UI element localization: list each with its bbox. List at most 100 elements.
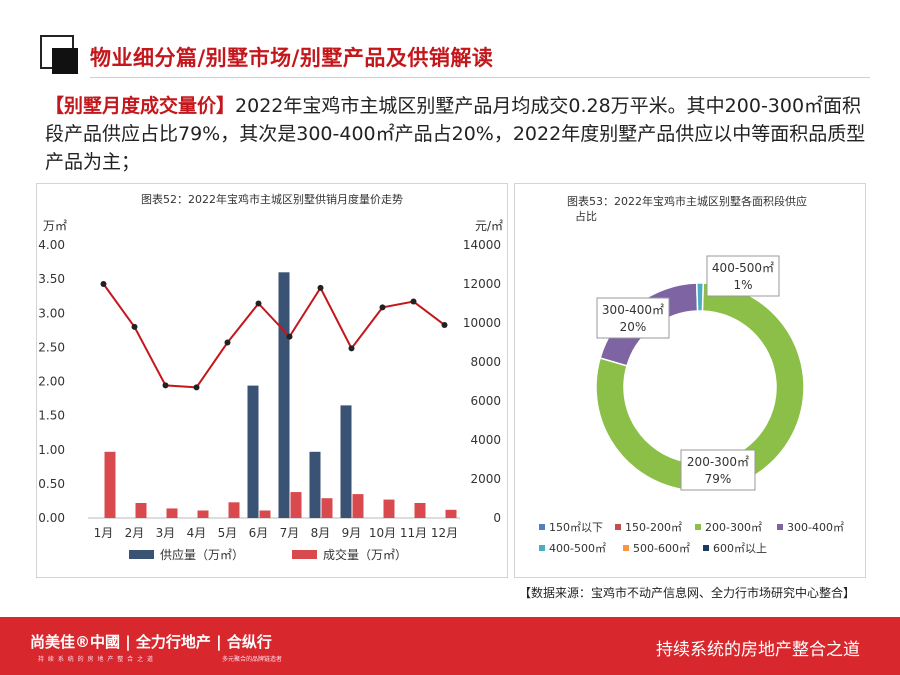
combo-chart-panel: 图表52：2022年宝鸡市主城区别墅供销月度量价走势万㎡ 元/㎡ 0.00 0.50 1… [36, 183, 508, 578]
legend-swatch [539, 524, 545, 530]
footer-brand-tagline: 持 续 系 统 的 房 地 产 整 合 之 道 [38, 656, 154, 663]
y-left-tick-label: 4.00 [38, 238, 65, 252]
y-right-tick-label: 2000 [470, 472, 501, 486]
legend-swatch [703, 545, 709, 551]
supply-bar [309, 451, 321, 518]
x-tick-label: 6月 [249, 526, 269, 540]
y-right-tick-label: 0 [493, 511, 501, 525]
x-tick-label: 10月 [369, 526, 396, 540]
x-tick-label: 4月 [187, 526, 207, 540]
legend-label: 400-500㎡ [549, 542, 606, 555]
legend-swatch [129, 550, 154, 559]
legend-swatch [777, 524, 783, 530]
price-point [379, 304, 386, 311]
y-left-tick-label: 3.50 [38, 272, 65, 286]
legend-swatch [695, 524, 701, 530]
y-right-tick-label: 4000 [470, 433, 501, 447]
intro-text: 2022年宝鸡市主城区别墅产品月均成交0.28万平米。其中200-300㎡面积段… [45, 95, 866, 173]
x-tick-label: 2月 [125, 526, 145, 540]
deal-bar [290, 492, 302, 518]
x-tick-label: 3月 [156, 526, 176, 540]
y-left-tick-label: 2.50 [38, 340, 65, 354]
deal-bar [135, 502, 147, 518]
price-point [255, 300, 262, 307]
price-point [410, 298, 417, 305]
deal-bar [228, 502, 240, 518]
legend-label: 500-600㎡ [633, 542, 690, 555]
legend-swatch [623, 545, 629, 551]
price-point [348, 345, 355, 352]
y-left-tick-label: 2.00 [38, 375, 65, 389]
header-square-inner [52, 48, 78, 74]
price-point [100, 281, 107, 287]
supply-bar [247, 385, 259, 518]
deal-bar [166, 508, 178, 518]
legend-label: 成交量（万㎡） [323, 547, 407, 562]
chart-title-line-2: 占比 [575, 209, 597, 223]
header-divider [90, 77, 870, 78]
price-point [131, 323, 138, 330]
price-point [193, 384, 200, 391]
y-right-tick-label: 10000 [463, 316, 501, 330]
price-point [317, 284, 324, 291]
y-right-unit: 元/㎡ [475, 219, 503, 233]
y-left-tick-label: 0.50 [38, 477, 65, 491]
slice-label: 200-300㎡ [687, 455, 749, 469]
deal-bar [414, 502, 426, 518]
supply-bar [340, 405, 352, 518]
x-tick-label: 11月 [400, 526, 427, 540]
price-point [441, 321, 448, 328]
legend-label: 150-200㎡ [625, 521, 682, 534]
y-left-tick-label: 1.00 [38, 443, 65, 457]
footer-brand: 尚美佳®中國 | 全力行地产 | 合纵行 [30, 633, 272, 651]
y-right-tick-label: 12000 [463, 277, 501, 291]
slice-label-box [680, 449, 756, 491]
price-point [286, 333, 293, 340]
slice-label: 300-400㎡ [602, 303, 664, 317]
slice-percent: 79% [705, 472, 732, 486]
deal-bar [445, 509, 457, 518]
deal-bar [104, 451, 116, 518]
y-left-tick-label: 0.00 [38, 511, 65, 525]
y-right-tick-label: 8000 [470, 355, 501, 369]
x-tick-label: 9月 [342, 526, 362, 540]
chart-title-line-1: 图表53：2022年宝鸡市主城区别墅各面积段供应 [567, 194, 807, 208]
y-right-tick-label: 14000 [463, 238, 501, 252]
price-point [162, 382, 169, 389]
x-tick-label: 7月 [280, 526, 300, 540]
legend-label: 300-400㎡ [787, 521, 844, 534]
slice-label-box [596, 297, 670, 339]
deal-bar [321, 498, 333, 518]
y-right-tick-label: 6000 [470, 394, 501, 408]
slice-percent: 1% [733, 278, 752, 292]
slice-label: 400-500㎡ [712, 261, 774, 275]
y-left-tick-label: 1.50 [38, 409, 65, 423]
legend-label: 供应量（万㎡） [160, 547, 244, 562]
x-tick-label: 5月 [218, 526, 238, 540]
deal-bar [352, 494, 364, 518]
donut-chart-panel: 图表53：2022年宝鸡市主城区别墅各面积段供应 占比 200-300㎡ 79% 300… [514, 183, 866, 578]
legend-label: 200-300㎡ [705, 521, 762, 534]
x-tick-label: 1月 [94, 526, 114, 540]
x-tick-label: 12月 [431, 526, 458, 540]
intro-paragraph: 【别墅月度成交量价】2022年宝鸡市主城区别墅产品月均成交0.28万平米。其中2… [45, 92, 875, 176]
intro-highlight: 【别墅月度成交量价】 [45, 95, 236, 117]
footer-brand-tagline-2: 多元聚合的品牌链造者 [222, 656, 283, 663]
x-tick-label: 8月 [311, 526, 331, 540]
legend-swatch [292, 550, 317, 559]
slice-label-box [706, 255, 780, 297]
slice-percent: 20% [620, 320, 647, 334]
y-left-unit: 万㎡ [43, 219, 67, 233]
deal-bar [383, 499, 395, 518]
footer-slogan: 持续系统的房地产整合之道 [656, 640, 860, 660]
page-title: 物业细分篇/别墅市场/别墅产品及供销解读 [90, 46, 494, 70]
legend-swatch [539, 545, 545, 551]
deal-bar [259, 510, 271, 518]
price-line [102, 283, 446, 389]
supply-bar [278, 272, 290, 518]
footer-bar: 尚美佳®中國 | 全力行地产 | 合纵行 持 续 系 统 的 房 地 产 整 合… [0, 617, 900, 675]
legend-label: 150㎡以下 [549, 521, 603, 534]
chart-title: 图表52：2022年宝鸡市主城区别墅供销月度量价走势 [141, 192, 403, 206]
